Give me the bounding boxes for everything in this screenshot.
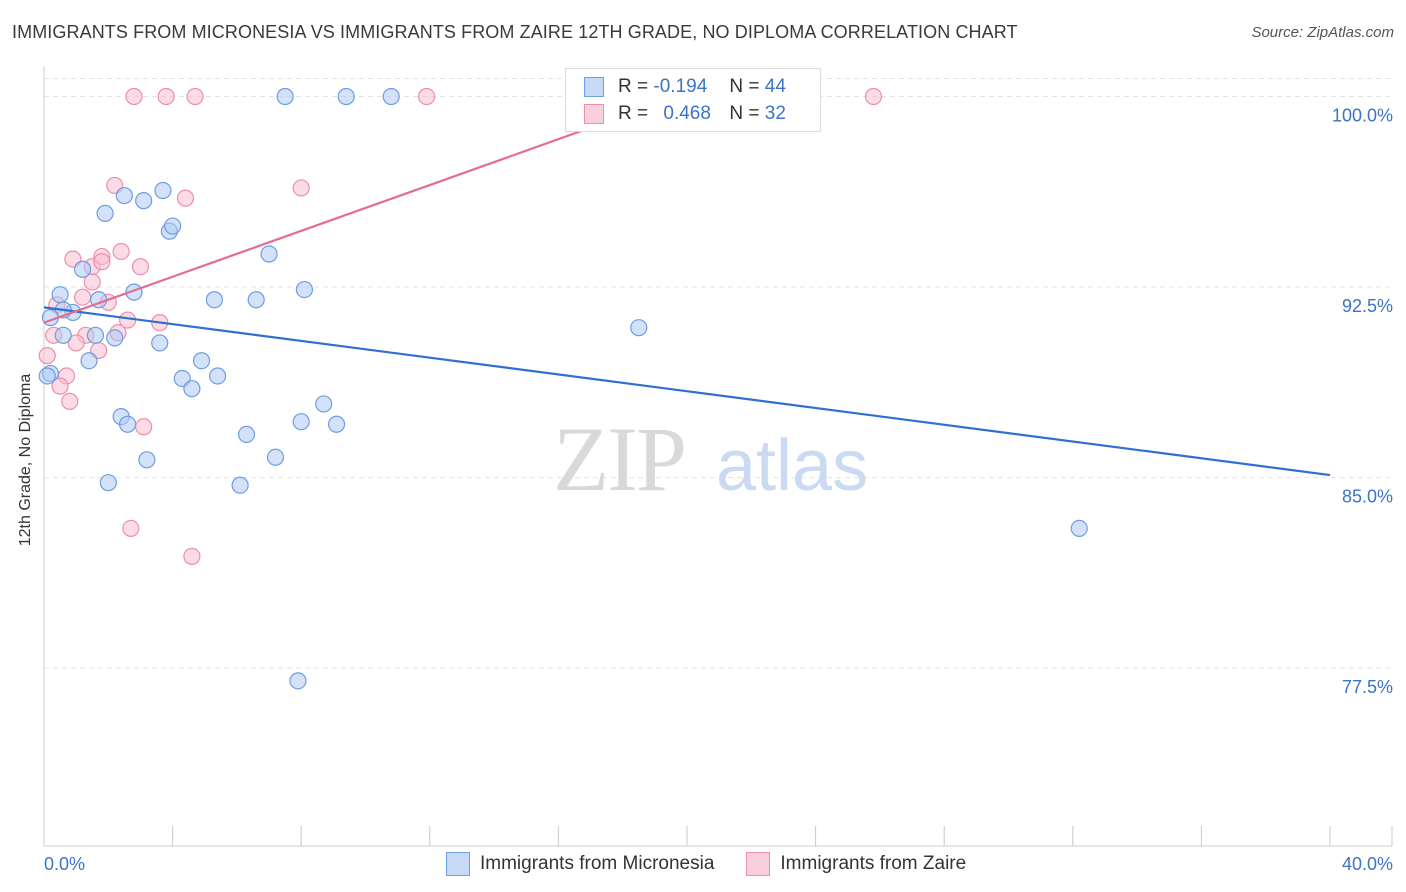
chart-title: IMMIGRANTS FROM MICRONESIA VS IMMIGRANTS… <box>12 22 1018 42</box>
legend-swatch-blue <box>584 77 604 97</box>
micronesia-point <box>99 474 117 492</box>
micronesia-point <box>231 476 249 494</box>
gridlines <box>44 77 1395 669</box>
zaire-point <box>51 377 69 395</box>
micronesia-trend-line <box>43 306 1331 477</box>
zaire-point <box>83 273 101 291</box>
legend-r-label: R = <box>618 103 649 124</box>
legend-r-value: 0.468 <box>663 103 711 124</box>
legend-row-micronesia: R = -0.194 N = 44 <box>584 74 786 100</box>
zaire-point <box>125 87 143 106</box>
legend-r-label: R = <box>618 76 649 97</box>
axes <box>43 66 1393 847</box>
y-tick-label: 100.0% <box>1332 105 1393 125</box>
micronesia-point <box>337 87 355 106</box>
zaire-point <box>292 179 310 197</box>
y-tick-label: 77.5% <box>1342 677 1393 697</box>
legend-n-label: N = <box>729 76 760 97</box>
zaire-point <box>183 547 201 565</box>
micronesia-point <box>51 286 69 304</box>
series-legend-micronesia[interactable]: Immigrants from Micronesia <box>446 852 714 876</box>
zaire-point <box>93 253 111 271</box>
micronesia-point <box>73 260 92 278</box>
micronesia-point <box>247 291 265 309</box>
micronesia-point <box>154 181 172 200</box>
zaire-point <box>67 334 85 352</box>
zaire-point <box>864 87 883 106</box>
x-tick-label: 0.0% <box>44 854 85 874</box>
micronesia-point <box>106 329 124 347</box>
zaire-trend-line <box>43 97 672 324</box>
micronesia-point <box>192 352 211 370</box>
series-micronesia-points <box>38 87 1088 690</box>
correlation-legend: R = -0.194 N = 44 R = 0.468 N = 32 <box>565 68 821 132</box>
micronesia-point <box>115 186 133 205</box>
micronesia-point <box>630 319 648 337</box>
micronesia-point <box>151 334 169 352</box>
micronesia-point <box>315 395 333 413</box>
micronesia-point <box>86 326 105 344</box>
zaire-point <box>176 189 195 207</box>
watermark: ZIP atlas <box>553 408 868 510</box>
micronesia-point <box>138 451 156 469</box>
micronesia-point <box>289 672 307 690</box>
zaire-point <box>73 288 92 306</box>
legend-n-label: N = <box>729 103 760 124</box>
tick-labels: 77.5% 85.0% 92.5% 100.0% 0.0% 40.0% <box>44 105 1393 874</box>
micronesia-point <box>266 448 285 466</box>
micronesia-point <box>295 280 314 299</box>
micronesia-point <box>118 415 137 433</box>
legend-swatch-pink <box>584 104 604 124</box>
micronesia-point <box>276 87 294 106</box>
y-tick-label: 85.0% <box>1342 487 1393 507</box>
legend-n-value: 32 <box>764 103 786 124</box>
legend-row-zaire: R = 0.468 N = 32 <box>584 101 786 127</box>
legend-r-value: -0.194 <box>653 76 708 97</box>
micronesia-point <box>80 352 98 370</box>
watermark-zip: ZIP <box>553 408 685 510</box>
series-legend: Immigrants from Micronesia Immigrants fr… <box>446 852 998 876</box>
series-legend-label: Immigrants from Micronesia <box>480 853 715 874</box>
micronesia-point <box>164 217 182 235</box>
micronesia-point <box>38 367 56 385</box>
micronesia-point <box>96 204 114 222</box>
x-tick-label: 40.0% <box>1342 854 1393 874</box>
micronesia-point <box>54 326 72 344</box>
source-label: Source: ZipAtlas.com <box>1251 24 1394 41</box>
micronesia-point <box>1070 519 1088 538</box>
micronesia-point <box>260 245 278 263</box>
zaire-point <box>112 242 130 261</box>
micronesia-point <box>183 380 201 398</box>
zaire-point <box>131 258 150 276</box>
micronesia-point <box>292 413 310 431</box>
zaire-point <box>186 87 204 106</box>
micronesia-point <box>382 87 400 106</box>
micronesia-point <box>327 415 346 433</box>
legend-n-value: 44 <box>764 76 786 97</box>
micronesia-point <box>209 367 227 385</box>
series-swatch-pink <box>746 852 771 876</box>
zaire-point <box>38 347 56 365</box>
zaire-point <box>61 392 79 410</box>
zaire-point <box>157 87 175 106</box>
watermark-atlas: atlas <box>716 426 868 506</box>
series-swatch-blue <box>446 852 470 876</box>
zaire-point <box>135 418 153 436</box>
y-tick-label: 92.5% <box>1342 296 1393 316</box>
micronesia-point <box>237 425 256 444</box>
zaire-point <box>417 87 436 106</box>
series-legend-zaire[interactable]: Immigrants from Zaire <box>746 852 966 876</box>
trend-lines <box>43 97 1331 477</box>
micronesia-point <box>205 291 223 309</box>
series-legend-label: Immigrants from Zaire <box>780 853 967 874</box>
micronesia-point <box>135 192 153 210</box>
zaire-point <box>122 519 140 538</box>
